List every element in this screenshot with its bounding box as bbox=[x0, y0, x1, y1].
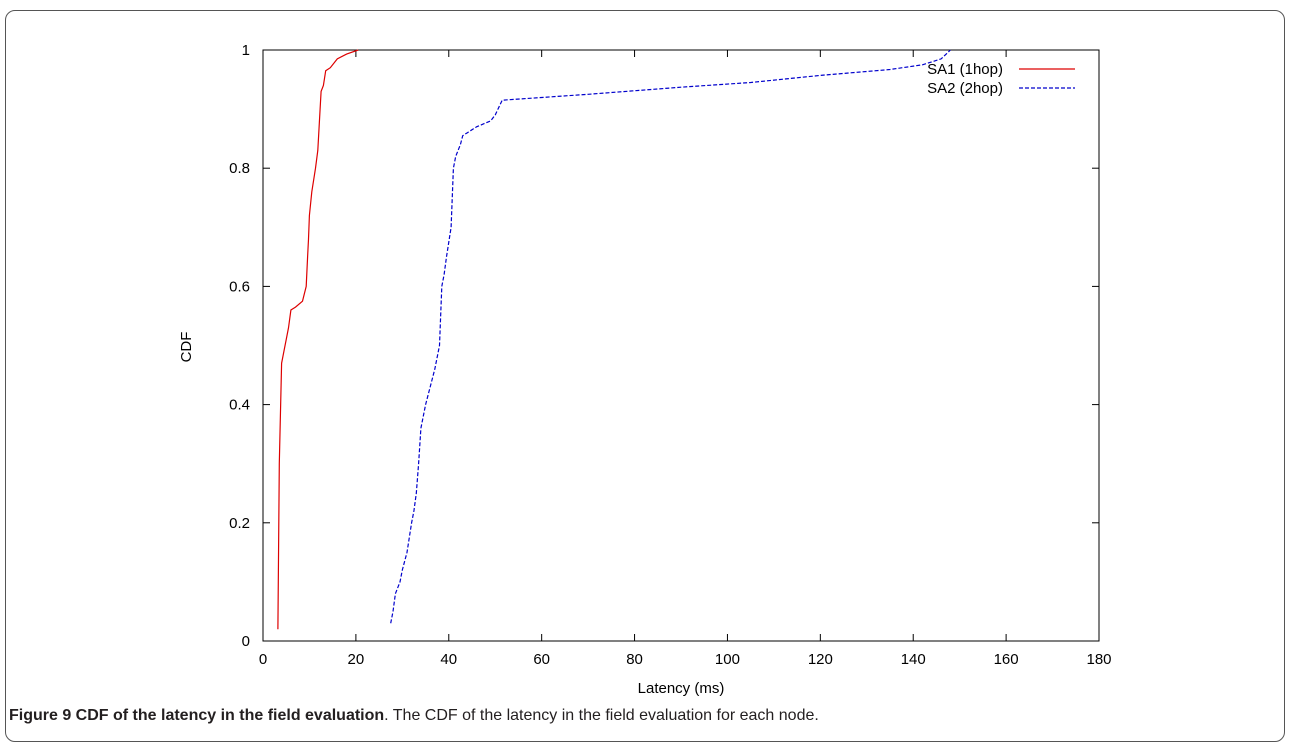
axis-ticks: 0 20 40 60 80 100 120 140 160 180 0 0.2 0.4 0.6 0.8 1 bbox=[229, 42, 1111, 668]
x-tick-label: 120 bbox=[808, 651, 833, 668]
y-tick-label: 0.6 bbox=[229, 278, 250, 295]
x-axis-label: Latency (ms) bbox=[638, 680, 725, 697]
x-tick-label: 180 bbox=[1086, 651, 1111, 668]
x-tick-label: 100 bbox=[715, 651, 740, 668]
x-tick-label: 60 bbox=[533, 651, 550, 668]
y-tick-label: 0 bbox=[242, 633, 250, 650]
x-tick-label: 40 bbox=[440, 651, 457, 668]
figure-caption: Figure 9 CDF of the latency in the field… bbox=[9, 707, 819, 725]
legend-label-2: SA2 (2hop) bbox=[927, 80, 1003, 97]
y-tick-label: 0.4 bbox=[229, 397, 250, 414]
x-tick-label: 80 bbox=[626, 651, 643, 668]
series-line-1 bbox=[277, 49, 359, 630]
legend-label-1: SA1 (1hop) bbox=[927, 61, 1003, 78]
x-tick-label: 140 bbox=[901, 651, 926, 668]
series-lines bbox=[277, 49, 951, 630]
chart-legend: SA1 (1hop) SA2 (2hop) bbox=[927, 61, 1075, 97]
y-tick-label: 0.8 bbox=[229, 160, 250, 177]
cdf-chart: 0 20 40 60 80 100 120 140 160 180 0 0.2 0.4 0.6 0.8 1 S… bbox=[178, 42, 1112, 697]
x-tick-label: 20 bbox=[348, 651, 365, 668]
caption-text: . The CDF of the latency in the field ev… bbox=[384, 707, 819, 724]
y-tick-label: 0.2 bbox=[229, 515, 250, 532]
y-tick-label: 1 bbox=[242, 42, 250, 59]
x-tick-label: 0 bbox=[259, 651, 267, 668]
plot-axes bbox=[262, 49, 1100, 642]
x-tick-label: 160 bbox=[994, 651, 1019, 668]
y-axis-label: CDF bbox=[178, 332, 195, 363]
caption-label: Figure 9 CDF of the latency in the field… bbox=[9, 707, 385, 724]
series-line-2 bbox=[390, 49, 951, 624]
plot-border bbox=[262, 49, 1100, 642]
